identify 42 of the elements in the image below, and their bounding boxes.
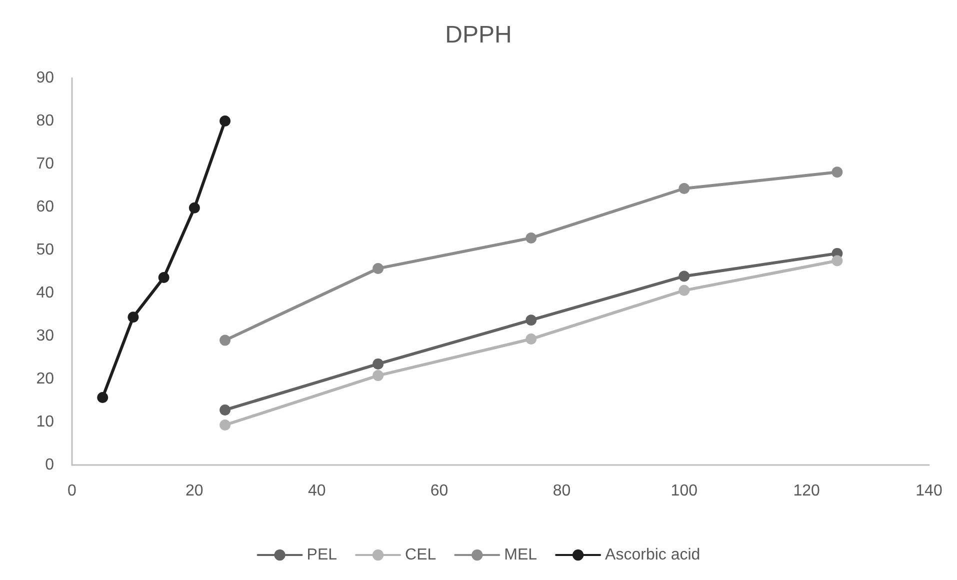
y-tick-label: 20	[36, 370, 54, 388]
point	[832, 166, 843, 178]
legend-label: Ascorbic acid	[605, 546, 700, 564]
point	[372, 370, 384, 382]
y-tick-label: 70	[36, 156, 54, 172]
legend-label: CEL	[405, 546, 436, 564]
x-tick-label: 100	[670, 482, 698, 500]
point	[678, 270, 690, 282]
point	[188, 202, 200, 214]
point	[220, 334, 231, 346]
point	[372, 262, 384, 274]
x-tick-label: 0	[68, 482, 77, 500]
point	[832, 255, 843, 266]
y-tick-label: 50	[36, 242, 54, 258]
y-tick-label: 80	[36, 112, 54, 130]
y-tick-label: 60	[36, 198, 54, 216]
point	[678, 183, 690, 194]
y-tick-label: 40	[36, 284, 54, 302]
x-tick-label: 120	[793, 482, 820, 500]
point	[526, 334, 537, 345]
point	[97, 392, 108, 403]
point	[220, 116, 231, 126]
point	[128, 312, 139, 323]
chart-title: DPPH	[445, 22, 512, 48]
y-tick-label: 10	[36, 414, 54, 430]
point	[220, 420, 231, 431]
x-tick-label: 140	[916, 482, 942, 500]
x-tick-label: 40	[308, 482, 326, 500]
point	[526, 314, 537, 326]
y-tick-label: 90	[36, 70, 54, 86]
point	[526, 232, 537, 244]
point	[372, 358, 384, 370]
point	[158, 272, 170, 284]
point	[220, 404, 231, 416]
x-tick-label: 80	[552, 482, 571, 500]
x-tick-label: 60	[430, 482, 448, 500]
legend-label: MEL	[504, 546, 538, 564]
point	[678, 284, 690, 296]
x-tick-label: 20	[186, 482, 204, 500]
y-tick-label: 30	[36, 328, 54, 344]
legend-label: PEL	[306, 546, 338, 564]
y-tick-label: 0	[45, 456, 54, 474]
